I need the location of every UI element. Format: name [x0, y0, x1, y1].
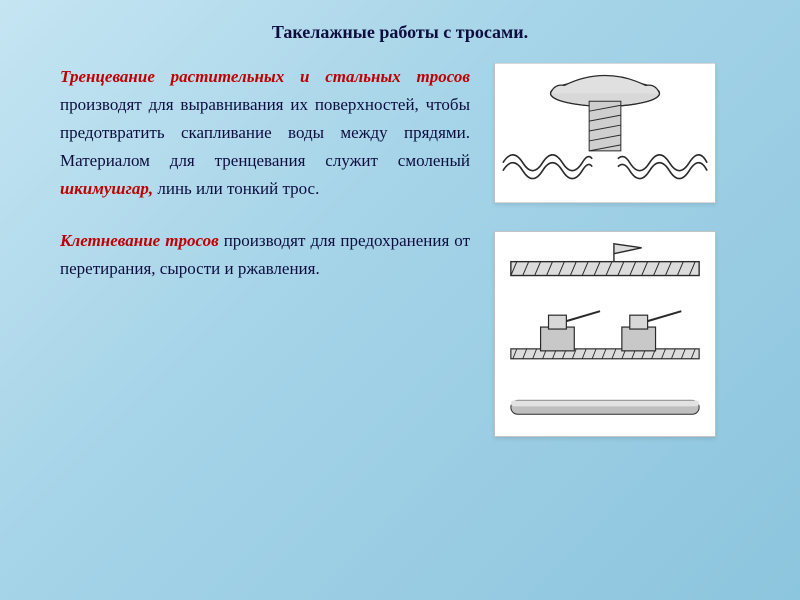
figure-1-box: [494, 63, 716, 203]
para1-text2: линь или тонкий трос.: [153, 179, 319, 198]
image-column: [494, 63, 724, 437]
term-trentsevanie: Тренцевание растительных и стальных трос…: [60, 67, 470, 86]
rope-worming-icon: [495, 63, 715, 203]
rope-serving-icon: [495, 231, 715, 437]
slide: Такелажные работы с тросами. Тренцевание…: [0, 0, 800, 600]
content-row: Тренцевание растительных и стальных трос…: [60, 63, 740, 437]
term-shkimushgar: шкимушгар,: [60, 179, 153, 198]
slide-title: Такелажные работы с тросами.: [60, 22, 740, 43]
term-kletnevanie: Клетневание тросов: [60, 231, 219, 250]
paragraph-2: Клетневание тросов производят для предох…: [60, 227, 470, 283]
figure-2-box: [494, 231, 716, 437]
text-column: Тренцевание растительных и стальных трос…: [60, 63, 470, 437]
para1-text1: производят для выравнивания их поверхнос…: [60, 95, 470, 170]
paragraph-1: Тренцевание растительных и стальных трос…: [60, 63, 470, 203]
